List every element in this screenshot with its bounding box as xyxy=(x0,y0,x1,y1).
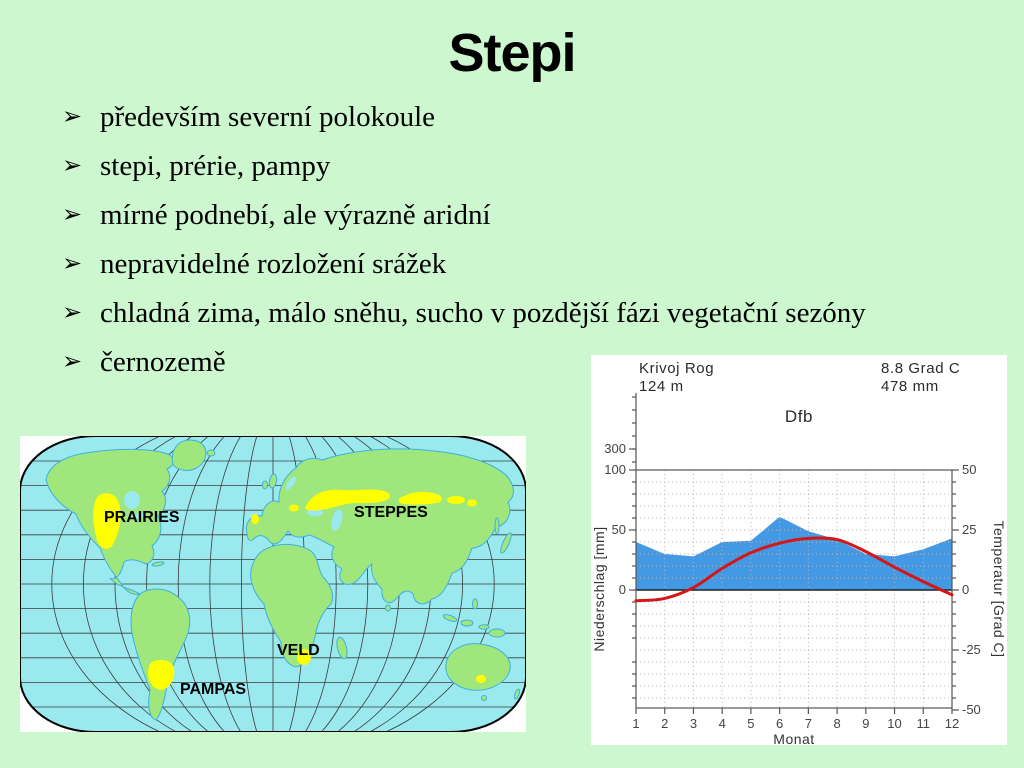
map-border xyxy=(20,436,526,732)
hudson-bay xyxy=(124,491,140,509)
climate-classification: Dfb xyxy=(784,407,814,426)
veld-region xyxy=(297,649,311,665)
new-zealand-north xyxy=(513,688,521,700)
tasmania xyxy=(481,695,487,701)
right-axis-title: Temperatur [Grad C] xyxy=(991,520,1007,657)
precipitation-area xyxy=(636,516,952,590)
map-label-veld: VELD xyxy=(277,642,320,659)
bullet-arrow-icon: ➢ xyxy=(62,349,83,375)
sumatra xyxy=(442,614,458,622)
bullet-arrow-icon: ➢ xyxy=(62,104,83,130)
bullet-list: ➢ především severní polokoule ➢ stepi, p… xyxy=(40,94,920,388)
map-label-pampas: PAMPAS xyxy=(180,681,246,698)
bullet-item: ➢ především severní polokoule xyxy=(40,94,920,141)
temperature-line xyxy=(634,536,954,603)
australia xyxy=(445,643,511,691)
station-name: Krivoj Rog xyxy=(639,360,715,377)
ireland xyxy=(262,480,268,490)
station-mean-temperature: 8.8 Grad C xyxy=(881,360,961,377)
steppe-region-highlights xyxy=(93,489,486,690)
cuba xyxy=(151,561,165,567)
australia-region xyxy=(476,675,486,683)
left-axis-title: Niederschlag [mm] xyxy=(591,526,607,651)
svg-text:100: 100 xyxy=(604,462,626,477)
world-map: PRAIRIES STEPPES VELD PAMPAS xyxy=(20,436,526,732)
svg-text:2: 2 xyxy=(661,716,668,731)
sakhalin xyxy=(494,517,500,535)
inland-water xyxy=(124,476,343,531)
steppes-region-east xyxy=(398,491,442,505)
svg-text:10: 10 xyxy=(887,716,901,731)
svg-text:6: 6 xyxy=(776,716,783,731)
steppes-region-manchuria xyxy=(467,499,477,507)
sri-lanka xyxy=(385,604,391,612)
svg-text:4: 4 xyxy=(719,716,726,731)
map-label-prairies: PRAIRIES xyxy=(104,509,180,526)
svg-text:0: 0 xyxy=(962,582,969,597)
bullet-arrow-icon: ➢ xyxy=(62,300,83,326)
iceland xyxy=(206,449,216,457)
svg-text:50: 50 xyxy=(612,522,626,537)
svg-text:Monat: Monat xyxy=(773,731,814,745)
svg-text:3: 3 xyxy=(690,716,697,731)
bullet-item: ➢ stepi, prérie, pampy xyxy=(40,143,920,190)
eurasia xyxy=(245,448,514,605)
svg-text:8: 8 xyxy=(833,716,840,731)
bullet-item: ➢ nepravidelné rozložení srážek xyxy=(40,241,920,288)
madagascar xyxy=(336,636,348,660)
philippines xyxy=(472,598,478,610)
svg-text:1: 1 xyxy=(632,716,639,731)
japan xyxy=(500,532,512,554)
bullet-arrow-icon: ➢ xyxy=(62,202,83,228)
baltic-sea xyxy=(285,476,297,490)
svg-text:11: 11 xyxy=(917,716,931,731)
bullet-arrow-icon: ➢ xyxy=(62,251,83,277)
great-britain xyxy=(268,473,278,489)
svg-text:25: 25 xyxy=(962,522,976,537)
great-lakes xyxy=(131,513,145,519)
borneo xyxy=(460,619,474,627)
svg-text:-25: -25 xyxy=(962,642,981,657)
bullet-arrow-icon: ➢ xyxy=(62,153,83,179)
svg-text:300: 300 xyxy=(604,441,626,456)
steppes-region-mongolia xyxy=(447,496,465,504)
bullet-item: ➢ mírné podnebí, ale výrazně aridní xyxy=(40,192,920,239)
bullet-text: mírné podnebí, ale výrazně aridní xyxy=(100,199,491,231)
steppe-world-map-panel: PRAIRIES STEPPES VELD PAMPAS xyxy=(20,436,526,732)
greenland xyxy=(171,439,207,471)
svg-text:-50: -50 xyxy=(962,702,981,717)
steppes-region-west xyxy=(304,489,390,511)
svg-text:5: 5 xyxy=(747,716,754,731)
climate-chart-panel: 0 50 100 300 -50 -25 0 25 50 1 2 3 4 5 6 7 8 9 10 11 12 Monat… xyxy=(591,355,1007,745)
svg-text:12: 12 xyxy=(945,716,959,731)
prairies-region xyxy=(93,493,121,549)
svg-text:7: 7 xyxy=(805,716,812,731)
map-label-steppes: STEPPES xyxy=(354,504,428,521)
bullet-text: černozemě xyxy=(100,346,226,378)
station-annual-precipitation: 478 mm xyxy=(881,378,939,395)
south-america xyxy=(130,588,191,721)
caspian-sea xyxy=(331,509,343,531)
station-elevation: 124 m xyxy=(639,378,684,395)
bullet-text: především severní polokoule xyxy=(100,101,436,133)
new-guinea xyxy=(488,628,506,638)
svg-text:50: 50 xyxy=(962,462,976,477)
java xyxy=(478,624,490,630)
steppes-region-iberia xyxy=(251,514,259,524)
svg-text:0: 0 xyxy=(619,582,626,597)
bullet-text: stepi, prérie, pampy xyxy=(100,150,331,182)
page-title: Stepi xyxy=(448,23,576,83)
svg-text:9: 9 xyxy=(862,716,869,731)
bullet-item: ➢ černozemě xyxy=(40,339,920,386)
steppes-region-hungary xyxy=(289,504,299,512)
bullet-item: ➢ chladná zima, málo sněhu, sucho v pozd… xyxy=(40,290,920,337)
bullet-text: chladná zima, málo sněhu, sucho v pozděj… xyxy=(100,297,866,329)
pampas-region xyxy=(148,660,175,690)
bullet-text: nepravidelné rozložení srážek xyxy=(100,248,447,280)
